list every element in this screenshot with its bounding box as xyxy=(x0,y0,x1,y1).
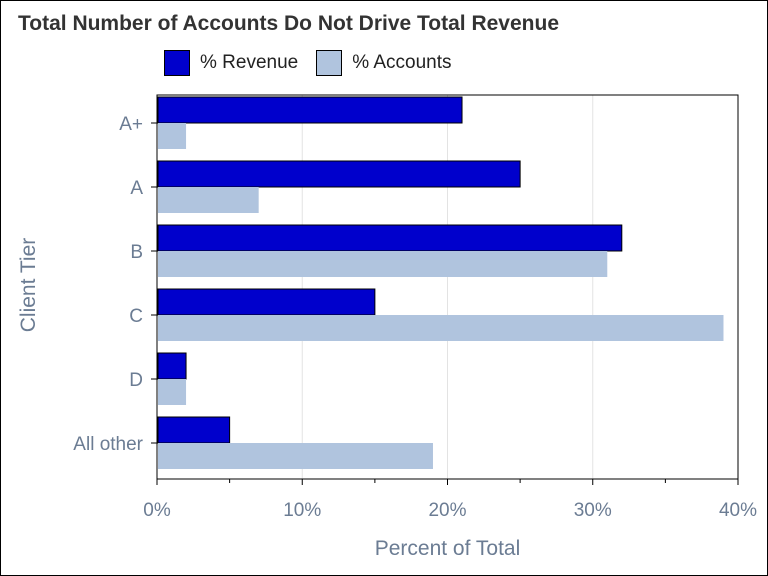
legend-swatch-revenue xyxy=(164,50,190,76)
x-axis-title: Percent of Total xyxy=(375,537,521,560)
y-tick-label: All other xyxy=(73,434,143,455)
bar-accounts xyxy=(158,187,259,213)
x-tick-label: 30% xyxy=(574,500,612,521)
x-tick-label: 10% xyxy=(283,500,321,521)
axes: 0% 10% 20% 30% 40% A+ A B C D All other xyxy=(73,114,757,521)
y-tick-label: A+ xyxy=(119,114,143,135)
legend-label-revenue: % Revenue xyxy=(200,52,299,73)
bar-accounts xyxy=(158,251,608,277)
legend: % Revenue % Accounts xyxy=(164,50,470,76)
grid-lines xyxy=(301,95,594,479)
bar-revenue xyxy=(157,96,463,124)
y-tick-label: B xyxy=(130,242,143,263)
bar-accounts xyxy=(158,443,433,469)
y-axis-title: Client Tier xyxy=(17,238,40,333)
bar-revenue xyxy=(157,160,521,188)
y-tick-label: C xyxy=(129,306,143,327)
bar-revenue xyxy=(157,352,187,380)
y-tick-label: D xyxy=(129,370,143,391)
bar-revenue xyxy=(157,288,376,316)
x-tick-label: 20% xyxy=(428,500,466,521)
chart-title: Total Number of Accounts Do Not Drive To… xyxy=(18,12,559,35)
legend-item-revenue: % Revenue xyxy=(164,50,298,76)
x-tick-label: 0% xyxy=(143,500,171,521)
x-tick-label: 40% xyxy=(719,500,757,521)
bar-revenue xyxy=(157,224,623,252)
bar-accounts xyxy=(158,379,187,405)
bars xyxy=(157,96,724,469)
bar-accounts xyxy=(158,315,724,341)
legend-swatch-accounts xyxy=(316,50,343,76)
bar-accounts xyxy=(158,123,187,149)
y-tick-label: A xyxy=(130,178,143,199)
legend-label-accounts: % Accounts xyxy=(352,52,452,73)
bar-revenue xyxy=(157,416,231,444)
legend-item-accounts: % Accounts xyxy=(316,50,452,76)
